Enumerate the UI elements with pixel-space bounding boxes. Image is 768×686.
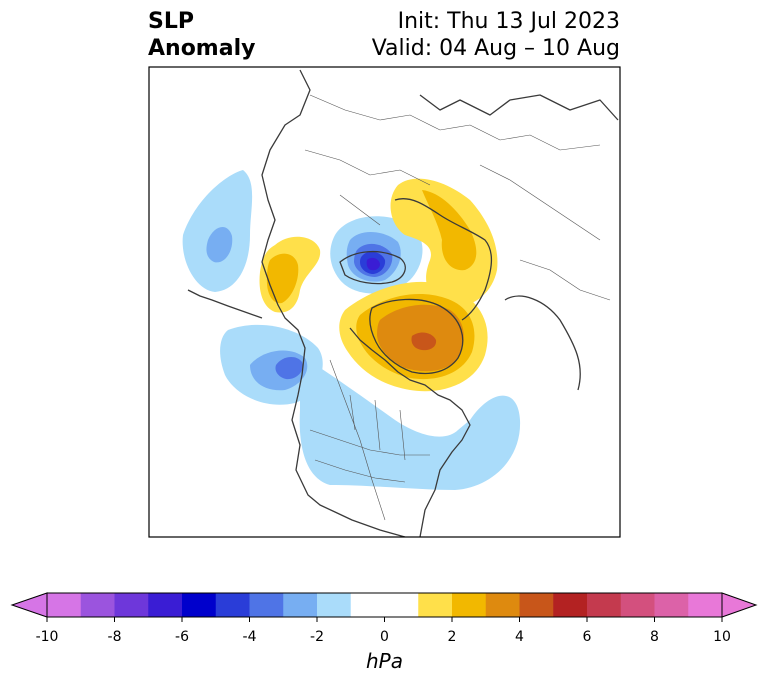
europe-coastline bbox=[504, 295, 581, 391]
colorbar-bin bbox=[80, 593, 115, 617]
pacific-coastline bbox=[261, 69, 406, 537]
colorbar-bin bbox=[215, 593, 250, 617]
colorbar-bin bbox=[485, 593, 520, 617]
svalbard-region-coastline bbox=[339, 250, 406, 285]
coastlines bbox=[187, 69, 619, 537]
colorbar-tick-label: -2 bbox=[310, 629, 324, 645]
colorbar-extend-high bbox=[721, 592, 758, 618]
colorbar-tick-label: 10 bbox=[713, 629, 731, 645]
colorbar: -10 -8 -6 -4 -2 0 2 4 6 8 10 hPa bbox=[10, 592, 758, 673]
colorbar-bin bbox=[114, 593, 149, 617]
map-frame bbox=[148, 66, 621, 538]
colorbar-tick-label: 0 bbox=[380, 629, 389, 645]
title-line-2: Anomaly bbox=[148, 36, 256, 61]
aleutian-coastline bbox=[187, 289, 263, 319]
colorbar-bin bbox=[47, 593, 82, 617]
colorbar-tick-label: -8 bbox=[108, 629, 122, 645]
colorbar-tick-label: -10 bbox=[36, 629, 59, 645]
colorbar-bin bbox=[148, 593, 183, 617]
colorbar-bin bbox=[688, 593, 723, 617]
colorbar-bin bbox=[418, 593, 453, 617]
anomaly-field bbox=[182, 170, 521, 490]
greenland-coastline bbox=[369, 298, 464, 375]
colorbar-bin bbox=[654, 593, 689, 617]
colorbar-bin bbox=[182, 593, 217, 617]
colorbar-ticks: -10 -8 -6 -4 -2 0 2 4 6 8 10 bbox=[36, 617, 731, 645]
map-panel bbox=[148, 66, 621, 538]
colorbar-tick-label: -4 bbox=[243, 629, 257, 645]
negative-anomaly-core bbox=[206, 226, 401, 391]
init-date: Init: Thu 13 Jul 2023 bbox=[397, 9, 620, 34]
colorbar-tick-label: -6 bbox=[175, 629, 189, 645]
colorbar-bin bbox=[317, 593, 352, 617]
valid-period: Valid: 04 Aug – 10 Aug bbox=[371, 36, 620, 61]
scandinavia-coastline bbox=[394, 198, 493, 321]
positive-anomaly-region bbox=[259, 178, 498, 392]
colorbar-bin bbox=[452, 593, 487, 617]
colorbar-bin bbox=[519, 593, 554, 617]
atlantic-coastline bbox=[349, 327, 471, 537]
asia-coastline bbox=[419, 94, 619, 121]
political-boundaries bbox=[304, 94, 611, 521]
colorbar-bin bbox=[249, 593, 284, 617]
colorbar-unit-label: hPa bbox=[366, 649, 403, 673]
colorbar-tick-label: 8 bbox=[650, 629, 659, 645]
colorbar-tick-label: 6 bbox=[583, 629, 592, 645]
map-title: SLP Anomaly bbox=[148, 8, 255, 62]
colorbar-extend-low bbox=[10, 592, 48, 618]
colorbar-bin bbox=[283, 593, 318, 617]
forecast-dates: Init: Thu 13 Jul 2023 Valid: 04 Aug – 10… bbox=[372, 8, 620, 62]
colorbar-bin bbox=[350, 593, 419, 617]
colorbar-bin bbox=[587, 593, 622, 617]
colorbar-tick-label: 2 bbox=[448, 629, 457, 645]
colorbar-bin bbox=[553, 593, 588, 617]
colorbar-bins bbox=[47, 593, 723, 617]
title-line-1: SLP bbox=[148, 9, 194, 34]
colorbar-tick-label: 4 bbox=[515, 629, 524, 645]
colorbar-bin bbox=[620, 593, 655, 617]
